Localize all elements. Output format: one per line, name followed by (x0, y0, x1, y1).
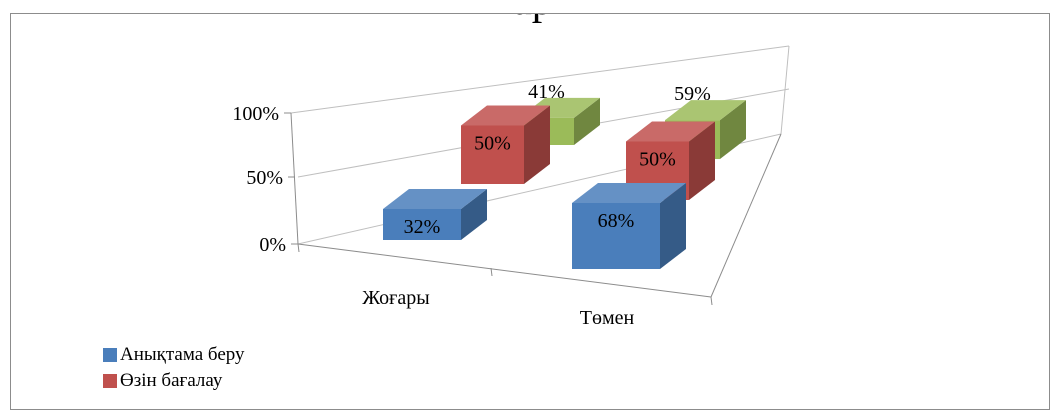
data-label-s2-c0: 41% (528, 81, 565, 103)
y-tick-label-0: 0% (259, 234, 286, 256)
bar-side-s0-c0 (461, 189, 487, 240)
legend-item: Анықтама беру (103, 342, 245, 368)
chart-frame: Бар 0% 50% 100% 41% 59% 50% 50% 32% 68% Жоғары Төм… (10, 13, 1050, 410)
bar-side-s2-c1 (720, 100, 746, 159)
legend-swatch (103, 348, 117, 362)
legend-label: Өзін бағалау (120, 370, 223, 391)
bar-top-s1-c1 (626, 121, 715, 142)
bar-side-s1-c0 (524, 105, 550, 184)
bar-top-s1-c0 (461, 105, 550, 126)
bar-side-s2-c0 (574, 97, 600, 145)
bar-side-s0-c1 (660, 183, 686, 269)
bar-top-s2-c1 (665, 100, 746, 121)
wall-right-edge (780, 45, 790, 135)
legend-label: Анықтама беру (120, 344, 245, 365)
bar-top-s0-c0 (383, 189, 487, 209)
chart-title: Бар (489, 14, 553, 25)
legend-item: Өзін бағалау (103, 368, 245, 394)
x-tick-1 (490, 267, 493, 277)
bar-s0-c0 (383, 209, 461, 240)
chart-plot: 0% 50% 100% 41% 59% 50% 50% 32% 68% Жоғары Төмен (232, 45, 790, 329)
x-tick-label-1: Төмен (580, 307, 635, 329)
legend-swatch (103, 374, 117, 388)
bar-s0-c1 (572, 203, 660, 269)
gridline-back-top (290, 45, 790, 114)
chart-legend: Анықтама беру Өзін бағалау (103, 342, 245, 394)
data-label-s1-c1: 50% (639, 149, 676, 171)
y-tick-label-2: 100% (232, 103, 279, 125)
data-label-s1-c0: 50% (474, 133, 511, 155)
data-label-s0-c1: 68% (598, 210, 635, 232)
data-label-s2-c1: 59% (674, 83, 711, 105)
x-axis (297, 243, 712, 298)
bar-side-s1-c1 (689, 121, 715, 200)
bar-s1-c0 (461, 125, 524, 184)
bar-top-s0-c1 (572, 183, 686, 203)
floor-right-edge (710, 133, 782, 298)
x-tick-0 (297, 243, 300, 253)
y-axis (290, 112, 299, 245)
x-tick-2 (710, 296, 713, 306)
data-label-s0-c0: 32% (404, 216, 441, 238)
x-tick-label-0: Жоғары (362, 287, 429, 309)
y-tick-label-1: 50% (246, 167, 283, 189)
